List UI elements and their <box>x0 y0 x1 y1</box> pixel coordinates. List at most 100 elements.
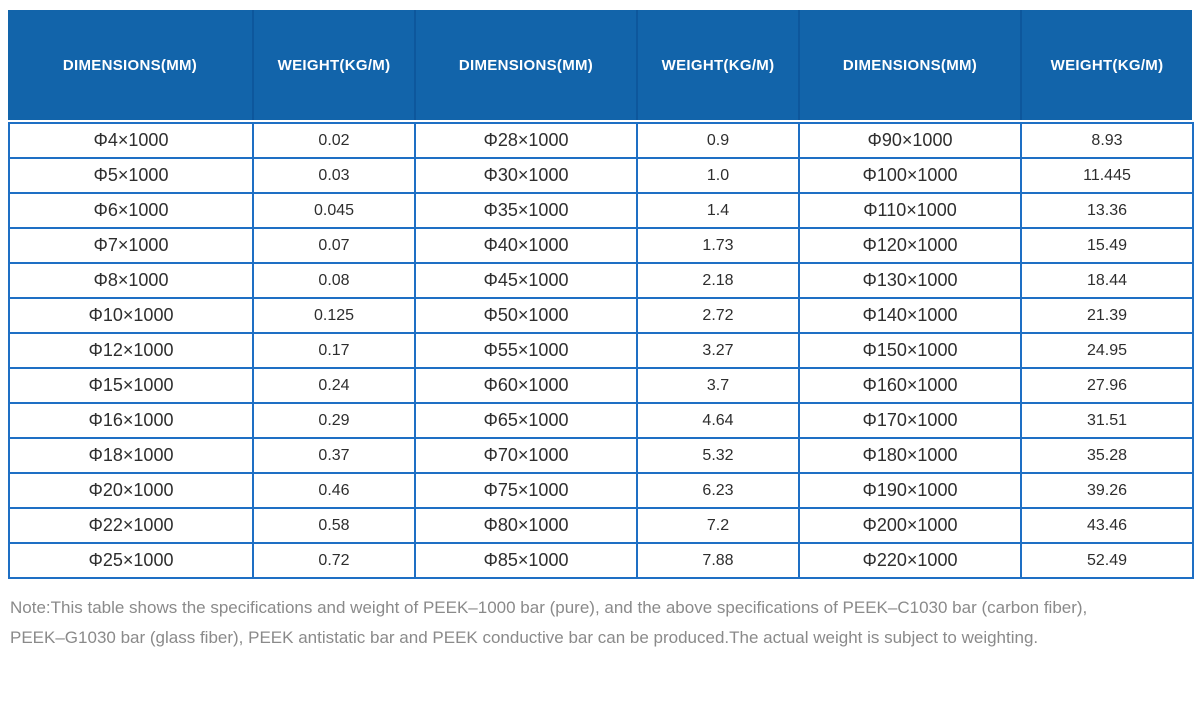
dimension-cell: Φ5×1000 <box>8 157 254 194</box>
dimension-cell: Φ150×1000 <box>798 332 1022 369</box>
dimension-cell: Φ70×1000 <box>414 437 638 474</box>
table-row: Φ5×1000 0.03 Φ30×1000 1.0 Φ100×1000 11.4… <box>8 157 1194 194</box>
weight-cell: 0.58 <box>252 507 416 544</box>
weight-cell: 39.26 <box>1020 472 1194 509</box>
weight-cell: 7.2 <box>636 507 800 544</box>
weight-cell: 15.49 <box>1020 227 1194 264</box>
dimension-cell: Φ45×1000 <box>414 262 638 299</box>
weight-cell: 18.44 <box>1020 262 1194 299</box>
dimension-cell: Φ12×1000 <box>8 332 254 369</box>
spec-table: Φ4×1000 0.02 Φ28×1000 0.9 Φ90×1000 8.93 … <box>8 122 1194 579</box>
table-row: Φ16×1000 0.29 Φ65×1000 4.64 Φ170×1000 31… <box>8 402 1194 439</box>
dimension-cell: Φ130×1000 <box>798 262 1022 299</box>
table-row: Φ6×1000 0.045 Φ35×1000 1.4 Φ110×1000 13.… <box>8 192 1194 229</box>
weight-cell: 0.37 <box>252 437 416 474</box>
header-dimensions-1: DIMENSIONS(MM) <box>62 56 198 74</box>
weight-cell: 0.9 <box>636 122 800 159</box>
dimension-cell: Φ220×1000 <box>798 542 1022 579</box>
weight-cell: 0.07 <box>252 227 416 264</box>
table-row: Φ8×1000 0.08 Φ45×1000 2.18 Φ130×1000 18.… <box>8 262 1194 299</box>
dimension-cell: Φ65×1000 <box>414 402 638 439</box>
dimension-cell: Φ18×1000 <box>8 437 254 474</box>
weight-cell: 0.24 <box>252 367 416 404</box>
weight-cell: 1.4 <box>636 192 800 229</box>
weight-cell: 0.045 <box>252 192 416 229</box>
table-row: Φ25×1000 0.72 Φ85×1000 7.88 Φ220×1000 52… <box>8 542 1194 579</box>
dimension-cell: Φ55×1000 <box>414 332 638 369</box>
dimension-cell: Φ28×1000 <box>414 122 638 159</box>
dimension-cell: Φ90×1000 <box>798 122 1022 159</box>
dimension-cell: Φ40×1000 <box>414 227 638 264</box>
dimension-cell: Φ10×1000 <box>8 297 254 334</box>
weight-cell: 0.46 <box>252 472 416 509</box>
dimension-cell: Φ4×1000 <box>8 122 254 159</box>
weight-cell: 0.02 <box>252 122 416 159</box>
dimension-cell: Φ30×1000 <box>414 157 638 194</box>
dimension-cell: Φ180×1000 <box>798 437 1022 474</box>
table-row: Φ7×1000 0.07 Φ40×1000 1.73 Φ120×1000 15.… <box>8 227 1194 264</box>
dimension-cell: Φ60×1000 <box>414 367 638 404</box>
weight-cell: 0.72 <box>252 542 416 579</box>
weight-cell: 43.46 <box>1020 507 1194 544</box>
spec-table-body: Φ4×1000 0.02 Φ28×1000 0.9 Φ90×1000 8.93 … <box>8 122 1194 579</box>
weight-cell: 52.49 <box>1020 542 1194 579</box>
header-weight-3: WEIGHT(KG/M) <box>1020 10 1192 120</box>
weight-cell: 24.95 <box>1020 332 1194 369</box>
weight-cell: 13.36 <box>1020 192 1194 229</box>
weight-cell: 0.03 <box>252 157 416 194</box>
dimension-cell: Φ7×1000 <box>8 227 254 264</box>
weight-cell: 0.29 <box>252 402 416 439</box>
dimension-cell: Φ22×1000 <box>8 507 254 544</box>
dimension-cell: Φ35×1000 <box>414 192 638 229</box>
weight-cell: 1.0 <box>636 157 800 194</box>
table-header-row: DIMENSIONS(MM) WEIGHT(KG/M) DIMENSIONS(M… <box>8 10 1192 120</box>
weight-cell: 11.445 <box>1020 157 1194 194</box>
weight-cell: 3.27 <box>636 332 800 369</box>
weight-cell: 5.32 <box>636 437 800 474</box>
table-row: Φ15×1000 0.24 Φ60×1000 3.7 Φ160×1000 27.… <box>8 367 1194 404</box>
dimension-cell: Φ120×1000 <box>798 227 1022 264</box>
table-row: Φ10×1000 0.125 Φ50×1000 2.72 Φ140×1000 2… <box>8 297 1194 334</box>
weight-cell: 0.125 <box>252 297 416 334</box>
dimension-cell: Φ20×1000 <box>8 472 254 509</box>
dimension-cell: Φ80×1000 <box>414 507 638 544</box>
dimension-cell: Φ16×1000 <box>8 402 254 439</box>
dimension-cell: Φ8×1000 <box>8 262 254 299</box>
header-weight-1: WEIGHT(KG/M) <box>252 10 414 120</box>
spec-table-page: DIMENSIONS(MM) WEIGHT(KG/M) DIMENSIONS(M… <box>8 10 1194 653</box>
table-note: Note:This table shows the specifications… <box>10 593 1190 653</box>
note-line-1: Note:This table shows the specifications… <box>10 598 1088 617</box>
weight-cell: 35.28 <box>1020 437 1194 474</box>
dimension-cell: Φ25×1000 <box>8 542 254 579</box>
header-dimensions-2: DIMENSIONS(MM) <box>414 10 636 120</box>
weight-cell: 0.08 <box>252 262 416 299</box>
dimension-cell: Φ15×1000 <box>8 367 254 404</box>
weight-cell: 3.7 <box>636 367 800 404</box>
dimension-cell: Φ110×1000 <box>798 192 1022 229</box>
table-row: Φ4×1000 0.02 Φ28×1000 0.9 Φ90×1000 8.93 <box>8 122 1194 159</box>
dimension-cell: Φ100×1000 <box>798 157 1022 194</box>
weight-cell: 0.17 <box>252 332 416 369</box>
weight-cell: 21.39 <box>1020 297 1194 334</box>
header-dimensions-3: DIMENSIONS(MM) <box>798 10 1020 120</box>
weight-cell: 8.93 <box>1020 122 1194 159</box>
dimension-cell: Φ190×1000 <box>798 472 1022 509</box>
dimension-cell: Φ75×1000 <box>414 472 638 509</box>
weight-cell: 31.51 <box>1020 402 1194 439</box>
dimension-cell: Φ140×1000 <box>798 297 1022 334</box>
table-row: Φ20×1000 0.46 Φ75×1000 6.23 Φ190×1000 39… <box>8 472 1194 509</box>
weight-cell: 2.72 <box>636 297 800 334</box>
dimension-cell: Φ85×1000 <box>414 542 638 579</box>
weight-cell: 1.73 <box>636 227 800 264</box>
weight-cell: 2.18 <box>636 262 800 299</box>
table-row: Φ12×1000 0.17 Φ55×1000 3.27 Φ150×1000 24… <box>8 332 1194 369</box>
dimension-cell: Φ50×1000 <box>414 297 638 334</box>
table-row: Φ18×1000 0.37 Φ70×1000 5.32 Φ180×1000 35… <box>8 437 1194 474</box>
dimension-cell: Φ200×1000 <box>798 507 1022 544</box>
weight-cell: 27.96 <box>1020 367 1194 404</box>
dimension-cell: Φ160×1000 <box>798 367 1022 404</box>
note-line-2: PEEK–G1030 bar (glass fiber), PEEK antis… <box>10 628 1039 647</box>
header-weight-2: WEIGHT(KG/M) <box>636 10 798 120</box>
table-row: Φ22×1000 0.58 Φ80×1000 7.2 Φ200×1000 43.… <box>8 507 1194 544</box>
weight-cell: 6.23 <box>636 472 800 509</box>
